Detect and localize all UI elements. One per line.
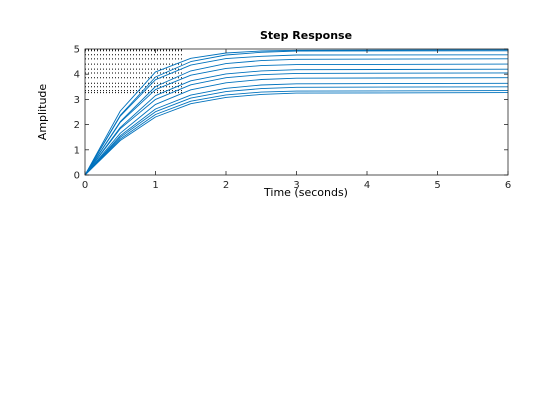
x-tick-label-0: 0 (82, 180, 88, 191)
x-tick-label-2: 2 (223, 180, 229, 191)
y-axis-ticks: 0 1 2 3 4 5 (74, 45, 508, 182)
response-curve-1 (84, 49, 509, 176)
response-curve-3 (84, 54, 509, 176)
x-tick-label-4: 4 (364, 180, 370, 191)
y-tick-label-2: 2 (74, 120, 80, 131)
y-axis-label: Amplitude (36, 84, 49, 141)
response-curve-12 (84, 90, 509, 176)
response-curve-8 (84, 77, 509, 176)
x-axis-label: Time (seconds) (263, 186, 348, 199)
response-curve-7 (84, 72, 509, 176)
y-tick-label-1: 1 (74, 145, 80, 156)
response-curve-11 (84, 92, 509, 176)
y-tick-label-5: 5 (74, 45, 80, 56)
chart-title: Step Response (260, 29, 352, 42)
response-curve-9 (84, 82, 509, 176)
response-curve-6 (84, 68, 509, 176)
x-tick-label-1: 1 (152, 180, 158, 191)
response-curve-2 (84, 50, 509, 176)
plot-area (85, 49, 508, 175)
x-tick-label-6: 6 (505, 180, 511, 191)
y-tick-label-0: 0 (74, 171, 80, 182)
y-tick-label-3: 3 (74, 95, 80, 106)
response-curves (84, 49, 509, 176)
x-tick-label-3: 3 (293, 180, 299, 191)
response-curve-10 (84, 86, 509, 176)
y-tick-label-4: 4 (74, 70, 80, 81)
response-curve-5 (84, 63, 509, 176)
x-tick-label-5: 5 (434, 180, 440, 191)
response-curve-4 (84, 58, 509, 176)
x-axis-ticks: 0 1 2 3 4 5 6 (82, 49, 511, 191)
